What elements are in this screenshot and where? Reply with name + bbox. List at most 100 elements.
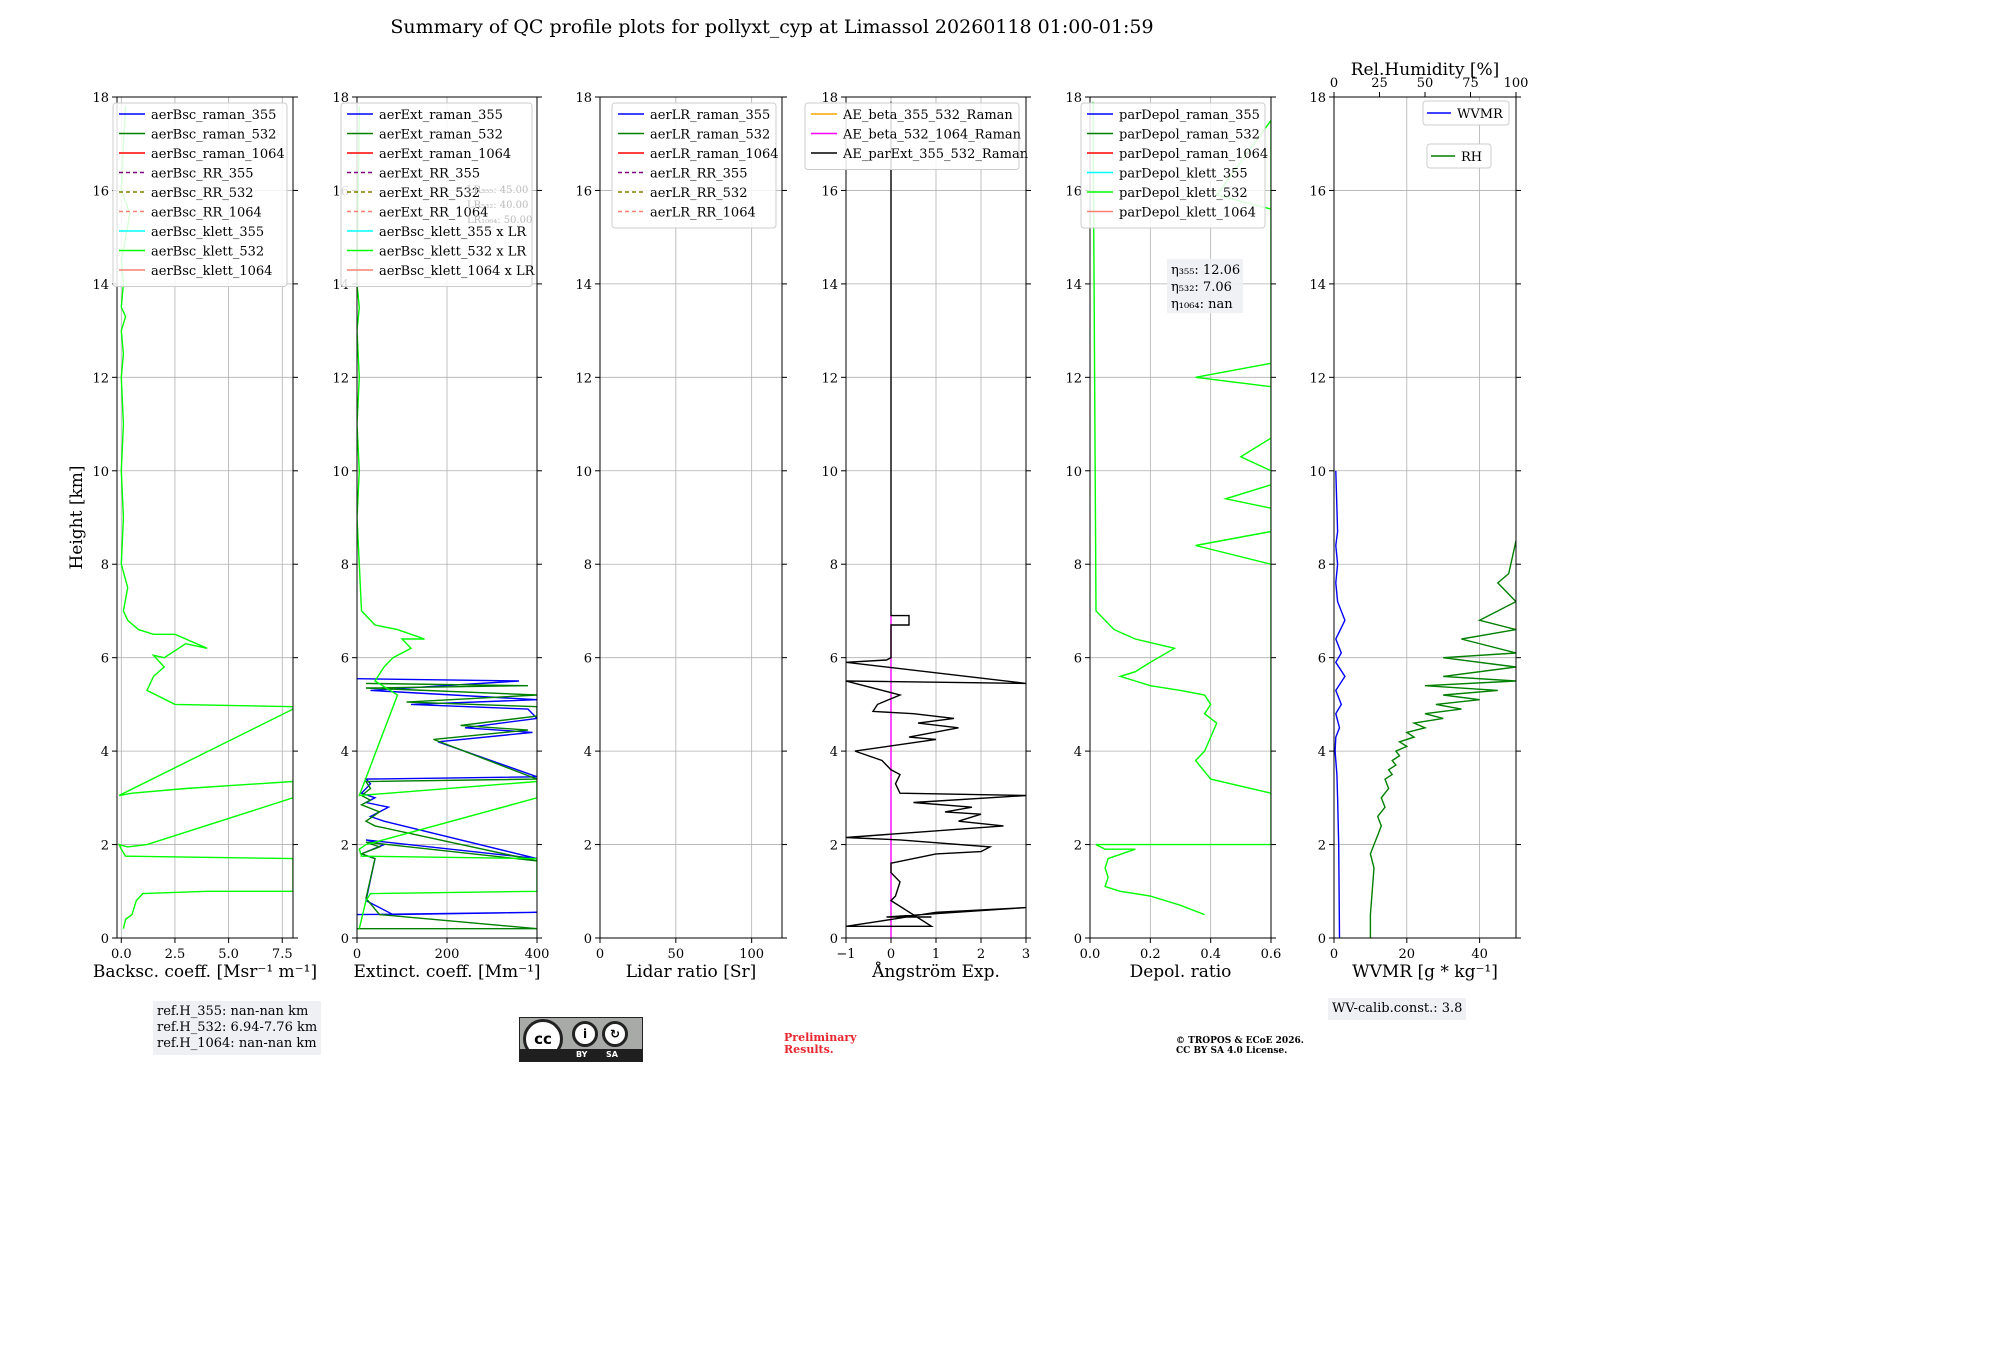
series-RH: [1369, 540, 1516, 938]
y-tick-label: 18: [332, 91, 349, 106]
y-tick-label: 12: [92, 371, 109, 386]
x-tick-label: 20: [1399, 947, 1416, 962]
y-tick-label: 10: [821, 465, 838, 480]
refh-line-532: ref.H_532: 6.94-7.76 km: [157, 1020, 318, 1035]
refh-line-355: ref.H_355: nan-nan km: [157, 1004, 309, 1019]
legend-label: aerLR_raman_355: [650, 108, 770, 123]
y-tick-label: 14: [575, 278, 592, 293]
legend-label: aerExt_RR_532: [379, 186, 480, 201]
y-tick-label: 12: [332, 371, 349, 386]
y-tick-label: 16: [575, 184, 592, 199]
axes-frame: [1333, 96, 1517, 939]
y-tick-label: 4: [1318, 745, 1326, 760]
y-tick-label: 8: [1318, 558, 1326, 573]
series-WVMR: [1334, 470, 1346, 938]
legend-label: aerBsc_klett_532: [151, 245, 264, 260]
attribution-icon: i: [572, 1021, 598, 1047]
copyright-notice: © TROPOS & ECoE 2026. CC BY SA 4.0 Licen…: [1176, 1036, 1304, 1056]
legend-label: AE_parExt_355_532_Raman: [842, 147, 1029, 162]
y-tick-label: 14: [1309, 278, 1326, 293]
legend-frame: [340, 102, 533, 287]
eta-annotation: η₃₅₅: 12.06: [1171, 263, 1240, 278]
reference-height-box: ref.H_355: nan-nan km ref.H_532: 6.94-7.…: [153, 1001, 322, 1055]
x2-tick-label: 50: [1417, 76, 1434, 91]
legend-label: aerBsc_klett_355: [151, 225, 264, 240]
y-tick-label: 2: [1074, 839, 1082, 854]
legend-label: aerExt_raman_1064: [379, 147, 511, 162]
y-tick-label: 18: [1309, 91, 1326, 106]
x-tick-label: 0.2: [1140, 947, 1161, 962]
cc-sa-label: SA: [606, 1050, 618, 1059]
series-parDepol_klett_532_spikes: [1195, 119, 1271, 796]
legend-label: aerExt_raman_355: [379, 108, 503, 123]
legend-label: aerBsc_raman_1064: [151, 147, 285, 162]
legend-label: parDepol_raman_1064: [1119, 147, 1268, 162]
legend-label: AE_beta_532_1064_Raman: [842, 128, 1022, 143]
legend-label: parDepol_klett_532: [1119, 186, 1248, 201]
legend-frame: [1422, 100, 1510, 126]
x-tick-label: 0: [887, 947, 895, 962]
legend-frame: [1080, 102, 1266, 229]
panel-depol: 0 2 4 6 8 10 12 14 16 18 0.0 0.2 0.4 0.6 Depol. ratio p…: [1065, 91, 1281, 982]
y-tick-label: 16: [92, 184, 109, 199]
cc-license-badge: cc i ↻ BY SA: [519, 1017, 643, 1062]
y-tick-label: 14: [92, 278, 109, 293]
y-tick-label: 6: [1074, 652, 1082, 667]
y-tick-label: 18: [92, 91, 109, 106]
x-tick-label: 2: [977, 947, 985, 962]
y-tick-label: 0: [1074, 932, 1082, 947]
legend-label: aerLR_RR_1064: [650, 206, 756, 221]
legend-label: parDepol_klett_1064: [1119, 206, 1256, 221]
x2-tick-label: 0: [1330, 76, 1338, 91]
x-axis-label: Backsc. coeff. [Msr⁻¹ m⁻¹]: [93, 962, 317, 982]
y-tick-label: 0: [830, 932, 838, 947]
y-tick-label: 10: [92, 465, 109, 480]
cc-by-label: BY: [576, 1050, 588, 1059]
y-tick-label: 0: [584, 932, 592, 947]
axes-frame: [1089, 96, 1272, 939]
x-tick-label: 3: [1022, 947, 1030, 962]
legend-label: WVMR: [1457, 107, 1504, 122]
series-aerBsc_klett_532 x LR: [357, 106, 537, 929]
legend-label: aerBsc_klett_532 x LR: [379, 245, 527, 260]
wv-calibration-text: WV-calib.const.: 3.8: [1332, 1001, 1463, 1016]
legend: aerLR_raman_355 aerLR_raman_532 aerLR_rama…: [611, 102, 779, 229]
x-tick-label: 7.5: [272, 947, 293, 962]
x-tick-label: 0.0: [1080, 947, 1101, 962]
y-tick-label: 12: [821, 371, 838, 386]
y-tick-label: 14: [821, 278, 838, 293]
x-axis-label: Extinct. coeff. [Mm⁻¹]: [353, 962, 540, 982]
y-tick-label: 16: [1309, 184, 1326, 199]
x-tick-label: 100: [739, 947, 764, 962]
legend: aerBsc_raman_355 aerBsc_raman_532 aerBsc_r…: [112, 102, 288, 287]
page-title: Summary of QC profile plots for pollyxt_…: [390, 16, 1154, 38]
legend-label: aerExt_RR_355: [379, 167, 480, 182]
y-tick-label: 4: [584, 745, 592, 760]
eta-box: [1167, 259, 1243, 313]
copyright-line-2: CC BY SA 4.0 License.: [1176, 1046, 1288, 1056]
y-tick-label: 14: [1065, 278, 1082, 293]
y-tick-label: 2: [1318, 839, 1326, 854]
y-tick-label: 16: [821, 184, 838, 199]
lr-annotation: LR₃₅₅: 45.00: [467, 185, 528, 196]
x-axis-label: Lidar ratio [Sr]: [626, 962, 756, 982]
wv-calibration-box: WV-calib.const.: 3.8: [1328, 998, 1467, 1020]
legend-rh: RH: [1426, 143, 1492, 169]
y-tick-label: 10: [1309, 465, 1326, 480]
cc-badge-bar: BY SA: [520, 1049, 642, 1061]
x-tick-label: 50: [668, 947, 685, 962]
y-tick-label: 18: [575, 91, 592, 106]
y-tick-label: 0: [101, 932, 109, 947]
legend-label: aerBsc_RR_355: [151, 167, 254, 182]
y-tick-label: 8: [830, 558, 838, 573]
preliminary-line-2: Results.: [784, 1043, 834, 1056]
legend-label: aerBsc_klett_1064 x LR: [379, 264, 536, 279]
x-tick-label: −1: [836, 947, 855, 962]
panel-extinction: 0246810121416180200400Extinct. coeff. [M…: [332, 91, 549, 982]
legend-label: aerExt_RR_1064: [379, 206, 488, 221]
y-tick-label: 10: [1065, 465, 1082, 480]
y-tick-label: 6: [101, 652, 109, 667]
